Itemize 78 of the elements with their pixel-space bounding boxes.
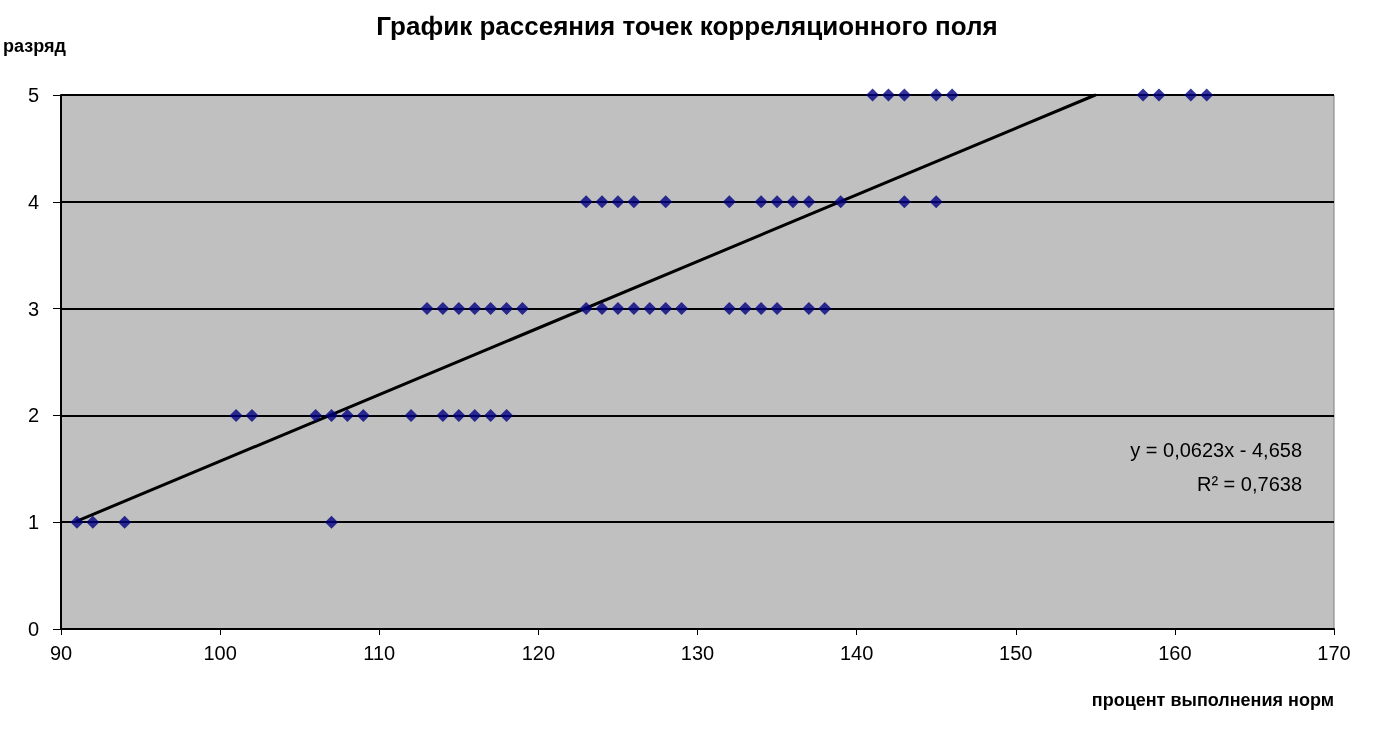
point — [897, 88, 911, 102]
x-axis-title: процент выполнения норм — [1091, 690, 1334, 710]
point — [802, 302, 816, 316]
point — [881, 88, 895, 102]
point — [866, 88, 880, 102]
point — [86, 515, 100, 529]
point — [722, 195, 736, 209]
point — [786, 195, 800, 209]
point — [515, 302, 529, 316]
y-tick-label: 0 — [27, 618, 39, 640]
point — [770, 302, 784, 316]
point — [611, 195, 625, 209]
chart-title: График рассеяния точек корреляционного поля — [376, 11, 998, 41]
point — [1136, 88, 1150, 102]
x-tick-label: 100 — [203, 642, 237, 664]
point — [802, 195, 816, 209]
point — [404, 408, 418, 422]
point — [70, 515, 84, 529]
point — [468, 302, 482, 316]
y-tick-label: 3 — [27, 297, 39, 320]
point — [834, 195, 848, 209]
point — [309, 408, 323, 422]
point — [1200, 88, 1214, 102]
point — [420, 302, 434, 316]
x-tick-label: 140 — [839, 642, 874, 664]
x-tick-label: 150 — [999, 642, 1033, 664]
point — [579, 302, 593, 316]
point — [659, 302, 673, 316]
point — [595, 195, 609, 209]
point — [245, 408, 259, 422]
point — [738, 302, 752, 316]
point — [436, 408, 450, 422]
point — [500, 408, 514, 422]
point — [929, 88, 943, 102]
point — [436, 302, 450, 316]
point — [675, 302, 689, 316]
point — [722, 302, 736, 316]
point — [897, 195, 911, 209]
point — [770, 195, 784, 209]
x-tick-label: 130 — [680, 642, 715, 664]
point — [611, 302, 625, 316]
point — [818, 302, 832, 316]
point — [325, 408, 339, 422]
point — [500, 302, 514, 316]
point — [484, 408, 498, 422]
point — [754, 195, 768, 209]
y-tick-label: 5 — [27, 84, 39, 106]
point — [229, 408, 243, 422]
point — [579, 195, 593, 209]
y-tick-label: 1 — [27, 511, 39, 534]
point — [659, 195, 673, 209]
annotation: y = 0,0623x - 4,658 — [1130, 439, 1303, 461]
point — [452, 408, 466, 422]
point — [945, 88, 959, 102]
point — [356, 408, 370, 422]
point — [340, 408, 354, 422]
y-axis-title: разряд — [3, 36, 67, 56]
x-tick-label: 120 — [521, 642, 556, 664]
point — [1152, 88, 1166, 102]
point — [754, 302, 768, 316]
x-tick-label: 110 — [363, 642, 396, 664]
x-tick-label: 160 — [1158, 642, 1192, 664]
x-tick-label: 170 — [1317, 642, 1351, 664]
point — [1184, 88, 1198, 102]
y-tick-label: 4 — [27, 190, 39, 213]
point — [468, 408, 482, 422]
point — [484, 302, 498, 316]
point — [595, 302, 609, 316]
y-tick-label: 2 — [27, 404, 39, 427]
point — [118, 515, 132, 529]
annotation: R² = 0,7638 — [1196, 473, 1303, 495]
point — [929, 195, 943, 209]
point — [643, 302, 657, 316]
point — [452, 302, 466, 316]
point — [627, 195, 641, 209]
point — [325, 515, 339, 529]
x-tick-label: 90 — [49, 642, 73, 664]
point — [627, 302, 641, 316]
